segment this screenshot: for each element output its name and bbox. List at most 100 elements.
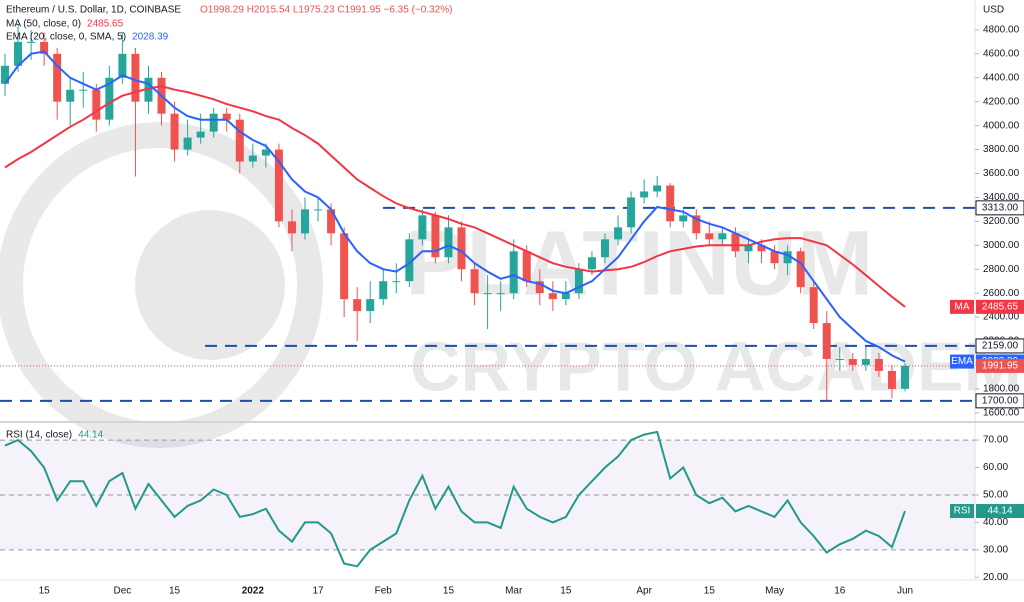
x-tick-label: Jun xyxy=(897,586,913,597)
candle-body xyxy=(105,77,114,120)
level-badge xyxy=(975,200,1024,216)
candle-body xyxy=(444,227,453,258)
candle-body xyxy=(92,89,101,120)
legend-label: EMA (20, close, 0, SMA, 5) xyxy=(6,32,126,43)
candle-body xyxy=(496,293,505,295)
watermark-coin xyxy=(135,210,285,360)
candle-body xyxy=(744,245,753,252)
badge-tag xyxy=(950,299,974,314)
candle-body xyxy=(561,293,570,300)
candle-body xyxy=(874,358,883,371)
y-tick-label: 50.00 xyxy=(983,490,1008,501)
y-tick-label: 3600.00 xyxy=(983,168,1020,179)
price-badge xyxy=(976,358,1024,373)
x-tick-label: Mar xyxy=(505,586,523,597)
x-tick-label: 15 xyxy=(704,586,716,597)
candle-body xyxy=(601,239,609,258)
candle-body xyxy=(718,233,727,240)
candle-body xyxy=(248,155,257,162)
candle-body xyxy=(796,251,805,288)
level-label: 1700.00 xyxy=(982,395,1019,406)
x-tick-label: Feb xyxy=(375,586,393,597)
y-tick-label: 1600.00 xyxy=(983,407,1020,418)
candle-body xyxy=(431,215,440,258)
badge-tag-label: RSI xyxy=(954,506,971,517)
candle-body xyxy=(770,251,779,264)
candle-body xyxy=(222,113,231,120)
watermark-text: CRYPTO ACADEMY xyxy=(410,327,1024,405)
candle-body xyxy=(40,41,49,54)
candle-body xyxy=(340,233,349,300)
badge-tag xyxy=(950,354,974,369)
y-tick-label: 3000.00 xyxy=(983,240,1020,251)
candle-body xyxy=(53,53,62,102)
badge-tag-label: MA xyxy=(955,301,970,312)
candle-body xyxy=(274,149,283,222)
badge-tag-label: EMA xyxy=(951,356,973,367)
y-tick-label: 2600.00 xyxy=(983,288,1020,299)
x-tick-label: Apr xyxy=(636,586,652,597)
candle-body xyxy=(509,251,518,294)
x-tick-label: 15 xyxy=(39,586,51,597)
candle-body xyxy=(822,323,831,359)
candle-body xyxy=(705,233,714,240)
y-tick-label: 4800.00 xyxy=(983,25,1020,36)
candle-body xyxy=(809,287,818,324)
candle-body xyxy=(587,257,596,270)
price-badge xyxy=(976,299,1024,314)
y-tick-label: 1800.00 xyxy=(983,384,1020,395)
candle-body xyxy=(692,215,701,234)
y-tick-label: 2400.00 xyxy=(983,312,1020,323)
symbol-title: Ethereum / U.S. Dollar, 1D, COINBASE xyxy=(6,5,181,16)
candle-body xyxy=(79,89,88,91)
candle-body xyxy=(666,185,675,222)
candle-body xyxy=(522,251,531,282)
y-tick-label: 40.00 xyxy=(983,517,1008,528)
y-tick-label: 4200.00 xyxy=(983,96,1020,107)
candle-body xyxy=(418,215,427,240)
candle-body xyxy=(679,215,688,222)
candle-body xyxy=(183,137,192,150)
candle-body xyxy=(470,269,479,294)
level-badge xyxy=(975,393,1024,409)
legend-value: 2028.39 xyxy=(132,32,169,43)
candle-body xyxy=(366,299,375,312)
candle-body xyxy=(405,239,414,282)
candle-body xyxy=(731,233,740,252)
candle-body xyxy=(261,149,270,156)
candle-body xyxy=(131,53,140,102)
watermark-ring xyxy=(0,122,323,448)
candle-body xyxy=(535,281,544,294)
candle-body xyxy=(118,53,127,78)
candle-body xyxy=(483,293,492,295)
watermark: PLATINUM CRYPTO ACADEMY xyxy=(0,122,1024,448)
y-tick-label: 60.00 xyxy=(983,462,1008,473)
candle-body xyxy=(353,299,362,312)
y-tick-label: 4000.00 xyxy=(983,120,1020,131)
candle-body xyxy=(901,365,909,389)
legend-label: MA (50, close, 0) xyxy=(6,19,81,30)
candle-body xyxy=(144,77,153,102)
candle-body xyxy=(757,245,766,252)
x-tick-label: 17 xyxy=(312,586,324,597)
candle-body xyxy=(196,131,205,138)
candle-body xyxy=(574,269,583,294)
candle-body xyxy=(14,41,23,66)
y-tick-label: 20.00 xyxy=(983,572,1008,583)
rsi-legend-value: 44.14 xyxy=(78,430,103,441)
rsi-line xyxy=(4,430,906,568)
candle-body xyxy=(235,119,244,162)
price-badge-value: 2485.65 xyxy=(982,301,1019,312)
legend-value: 2485.65 xyxy=(87,19,124,30)
candle-body xyxy=(835,358,844,360)
level-badge xyxy=(975,338,1024,354)
x-tick-label: 15 xyxy=(169,586,181,597)
level-label: 3313.00 xyxy=(982,202,1019,213)
candle-body xyxy=(848,358,857,365)
candle-body xyxy=(66,89,75,102)
candle-body xyxy=(640,191,649,198)
x-tick-label: 16 xyxy=(834,586,846,597)
moving-average-line xyxy=(4,85,906,308)
price-badge xyxy=(976,504,1024,519)
